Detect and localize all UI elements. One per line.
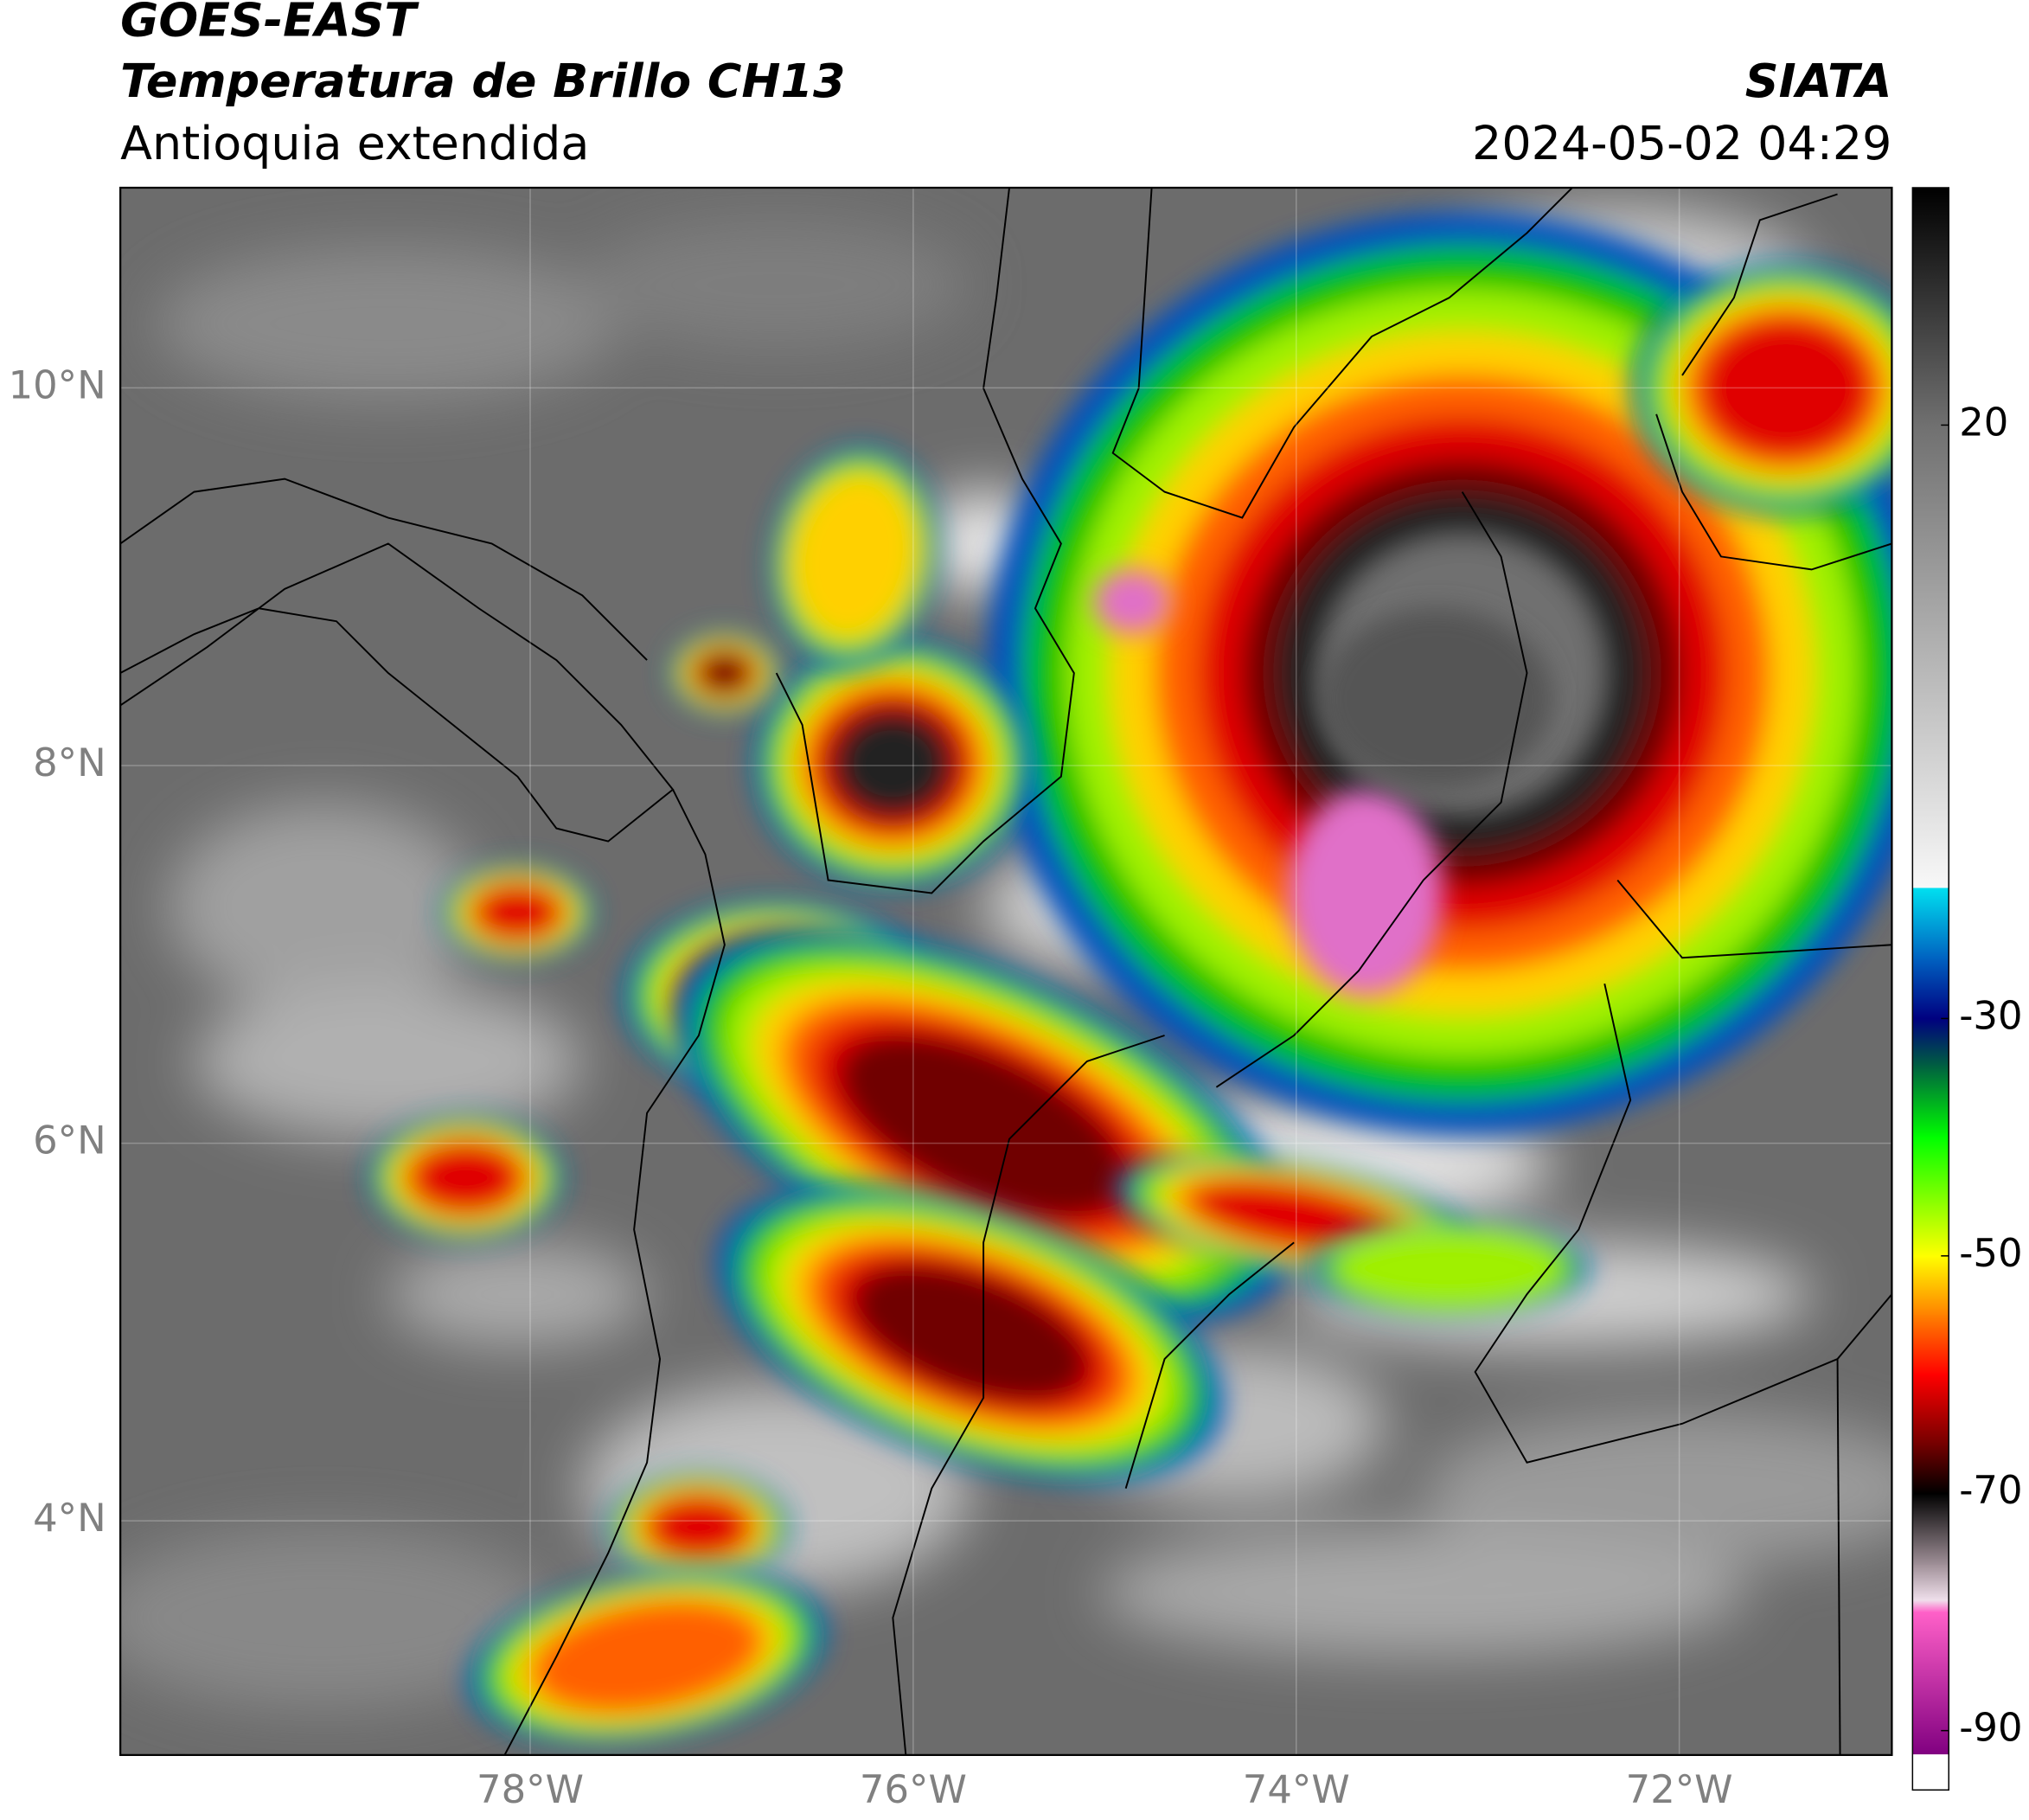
storm <box>607 1471 790 1584</box>
storm <box>368 1114 564 1241</box>
colorbar-segment <box>1912 1315 1949 1375</box>
colorbar-segment <box>1912 1754 1949 1791</box>
storm-ring <box>530 1599 764 1714</box>
cloud <box>168 802 479 1010</box>
storm <box>669 631 781 715</box>
colorbar-segment <box>1912 888 1949 960</box>
y-tick-label: 6°N <box>33 1118 106 1163</box>
storm-ring <box>698 653 751 693</box>
colorbar-tick-label: 20 <box>1959 399 2008 445</box>
storm-ring <box>648 1496 750 1559</box>
colorbar-segment <box>1912 1564 1949 1601</box>
storm-ring <box>1194 1181 1394 1253</box>
colorbar-segment <box>1912 1612 1949 1755</box>
storm-ring <box>790 474 918 639</box>
storm-core <box>1093 569 1172 635</box>
y-tick-label: 10°N <box>9 362 106 407</box>
x-tick-label: 76°W <box>860 1766 967 1812</box>
map-image <box>120 188 1892 1755</box>
colorbar-segment <box>1912 1599 1949 1613</box>
x-tick-label: 74°W <box>1243 1766 1350 1812</box>
cloud <box>1099 1527 1747 1657</box>
source: SIATA <box>1745 54 1892 108</box>
datetime: 2024-05-02 04:29 <box>1472 116 1891 170</box>
storm <box>1309 1219 1590 1317</box>
colorbar-tick-label: -70 <box>1959 1467 2022 1513</box>
storm-ring <box>475 885 560 940</box>
colorbar-segment <box>1912 1066 1949 1138</box>
storm <box>752 638 1033 890</box>
cloud <box>387 1242 648 1347</box>
colorbar-segment <box>1912 1255 1949 1317</box>
storm <box>440 863 595 962</box>
storm <box>1632 262 1892 515</box>
cloud <box>1423 1410 1892 1567</box>
colorbar-segment <box>1912 958 1949 1020</box>
x-tick-label: 78°W <box>477 1766 584 1812</box>
y-tick-label: 4°N <box>33 1495 106 1541</box>
cloud <box>194 984 583 1139</box>
storm-ring <box>1333 1227 1566 1310</box>
colorbar-segment <box>1912 188 1949 426</box>
storm-ring <box>411 1143 521 1213</box>
cloud <box>120 1527 557 1708</box>
title: GOES-EAST <box>120 0 419 48</box>
borders <box>120 188 1892 1755</box>
colorbar-segment <box>1912 1493 1949 1566</box>
colorbar-segment <box>1912 1137 1949 1257</box>
cloud <box>582 220 971 350</box>
colorbar: 20 -30 -50 -70 -90 <box>1911 187 2023 1791</box>
storm-ring <box>853 1264 1088 1402</box>
colorbar-segment <box>1912 425 1949 889</box>
colorbar-segment <box>1912 1375 1949 1447</box>
cloud <box>155 246 622 401</box>
colorbar-segment <box>1912 1018 1949 1067</box>
x-tick-label: 72°W <box>1626 1766 1733 1812</box>
colorbar-frame <box>1911 187 1949 1791</box>
storm <box>672 926 1295 1325</box>
region: Antioquia extendida <box>120 116 589 170</box>
colorbar-tick-label: -50 <box>1959 1230 2022 1276</box>
colorbar-segment <box>1912 1445 1949 1495</box>
map-frame <box>119 186 1893 1756</box>
storm <box>717 1183 1224 1483</box>
colorbar-tick-label: -30 <box>1959 992 2022 1038</box>
storm-ring <box>838 715 948 813</box>
y-tick-label: 8°N <box>33 740 106 785</box>
storm-core <box>1287 789 1443 997</box>
storm <box>467 1567 827 1746</box>
storm-ring <box>839 1034 1128 1219</box>
storm <box>769 445 939 668</box>
subtitle: Temperatura de Brillo CH13 <box>120 54 845 108</box>
storm-core <box>1320 608 1553 790</box>
colorbar-tick-label: -90 <box>1959 1705 2022 1751</box>
storm-ring <box>1699 318 1872 458</box>
